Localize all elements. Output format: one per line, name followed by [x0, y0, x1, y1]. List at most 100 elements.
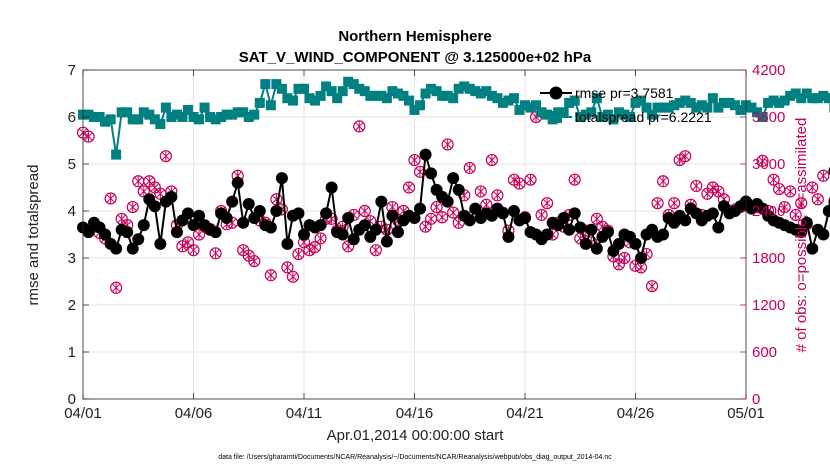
totalspread-point	[83, 109, 94, 120]
totalspread-point	[575, 112, 586, 122]
totalspread-point	[823, 93, 830, 104]
totalspread-point	[520, 100, 530, 111]
totalspread-point	[459, 81, 470, 92]
totalspread-point	[149, 114, 160, 125]
rmse-point	[629, 237, 642, 250]
totalspread-point	[238, 107, 249, 118]
rmse-point	[325, 181, 338, 194]
totalspread-point	[426, 83, 437, 94]
obs-assimilated-marker	[670, 198, 679, 208]
obs-possible-marker	[767, 173, 780, 186]
obs-possible-marker	[270, 193, 283, 206]
y2-tick-label: 2400	[752, 203, 785, 220]
y2-tick-label: 4200	[752, 62, 785, 79]
totalspread-point	[630, 97, 641, 108]
rmse-point	[270, 205, 283, 217]
obs-possible-marker	[402, 181, 416, 194]
obs-assimilated-marker	[543, 198, 552, 208]
totalspread-point	[763, 97, 774, 108]
legend-spread-marker	[550, 111, 562, 123]
obs-possible-marker	[784, 185, 797, 198]
totalspread-point	[724, 97, 735, 108]
obs-possible-marker	[806, 181, 819, 194]
obs-assimilated-marker	[250, 256, 259, 266]
totalspread-point	[785, 90, 796, 101]
rmse-point	[187, 219, 200, 232]
totalspread-point	[227, 109, 238, 120]
totalspread-point	[182, 104, 193, 115]
totalspread-point	[613, 107, 624, 118]
totalspread-point	[315, 90, 326, 101]
rmse-point	[568, 207, 581, 220]
totalspread-point	[392, 88, 403, 99]
obs-possible-marker	[209, 247, 222, 260]
totalspread-point	[818, 90, 829, 101]
totalspread-point	[370, 90, 381, 101]
x-axis-label: Apr.01,2014 00:00:00 start	[327, 427, 505, 444]
totalspread-point	[752, 107, 763, 118]
totalspread-point	[729, 100, 740, 111]
rmse-point	[447, 172, 460, 185]
x-tick-label: 04/26	[617, 405, 655, 422]
obs-assimilated-marker	[631, 261, 640, 271]
obs-assimilated-marker	[476, 186, 485, 197]
rmse-point	[375, 195, 388, 208]
obs-assimilated-marker	[775, 184, 784, 194]
totalspread-point	[100, 116, 111, 127]
rmse-point	[579, 237, 592, 250]
totalspread-point	[155, 119, 166, 130]
totalspread-point	[122, 107, 133, 118]
obs-assimilated-marker	[134, 176, 143, 187]
totalspread-point	[348, 79, 359, 90]
totalspread-point	[674, 97, 685, 108]
rmse-point	[441, 195, 454, 208]
obs-assimilated-marker	[421, 221, 430, 232]
rmse-point	[635, 252, 648, 264]
totalspread-point	[685, 97, 696, 108]
totalspread-point	[105, 114, 116, 125]
totalspread-point	[387, 86, 398, 97]
y-tick-label: 2	[68, 297, 76, 314]
obs-assimilated-marker	[537, 210, 546, 220]
totalspread-point	[354, 83, 365, 94]
totalspread-point	[365, 90, 376, 101]
obs-assimilated-marker	[117, 214, 126, 224]
totalspread-point	[376, 90, 387, 101]
obs-assimilated-marker	[438, 212, 447, 223]
obs-assimilated-marker	[427, 214, 436, 224]
totalspread-point	[486, 90, 497, 101]
obs-assimilated-marker	[294, 249, 303, 259]
totalspread-point	[415, 100, 426, 111]
obs-assimilated-marker	[449, 207, 458, 218]
rmse-point	[347, 233, 360, 246]
obs-possible-marker	[292, 247, 305, 261]
rmse-point	[657, 228, 670, 241]
totalspread-point	[293, 83, 304, 94]
totalspread-point	[381, 93, 392, 104]
totalspread-point	[663, 102, 674, 113]
totalspread-point	[304, 93, 315, 104]
chart-title: Northern Hemisphere	[338, 28, 491, 45]
rmse-point	[209, 226, 222, 239]
rmse-point	[712, 221, 725, 234]
obs-assimilated-marker	[769, 174, 778, 185]
obs-possible-marker	[811, 193, 824, 206]
obs-assimilated-marker	[195, 229, 203, 240]
totalspread-point	[746, 102, 757, 113]
obs-assimilated-marker	[813, 194, 822, 205]
obs-possible-marker	[485, 153, 498, 167]
rmse-point	[132, 233, 145, 246]
rmse-point	[292, 207, 305, 220]
rmse-point	[154, 237, 167, 250]
rmse-point	[121, 226, 134, 239]
totalspread-point	[403, 95, 414, 106]
rmse-point	[806, 242, 819, 255]
obs-possible-marker	[430, 200, 443, 214]
totalspread-point	[774, 97, 785, 108]
obs-assimilated-marker	[311, 242, 320, 252]
obs-assimilated-marker	[681, 151, 690, 161]
rmse-point	[380, 235, 393, 248]
legend: rmse pr=3.7581 totalspread pr=6.2221	[540, 85, 712, 125]
rmse-series	[77, 148, 830, 264]
